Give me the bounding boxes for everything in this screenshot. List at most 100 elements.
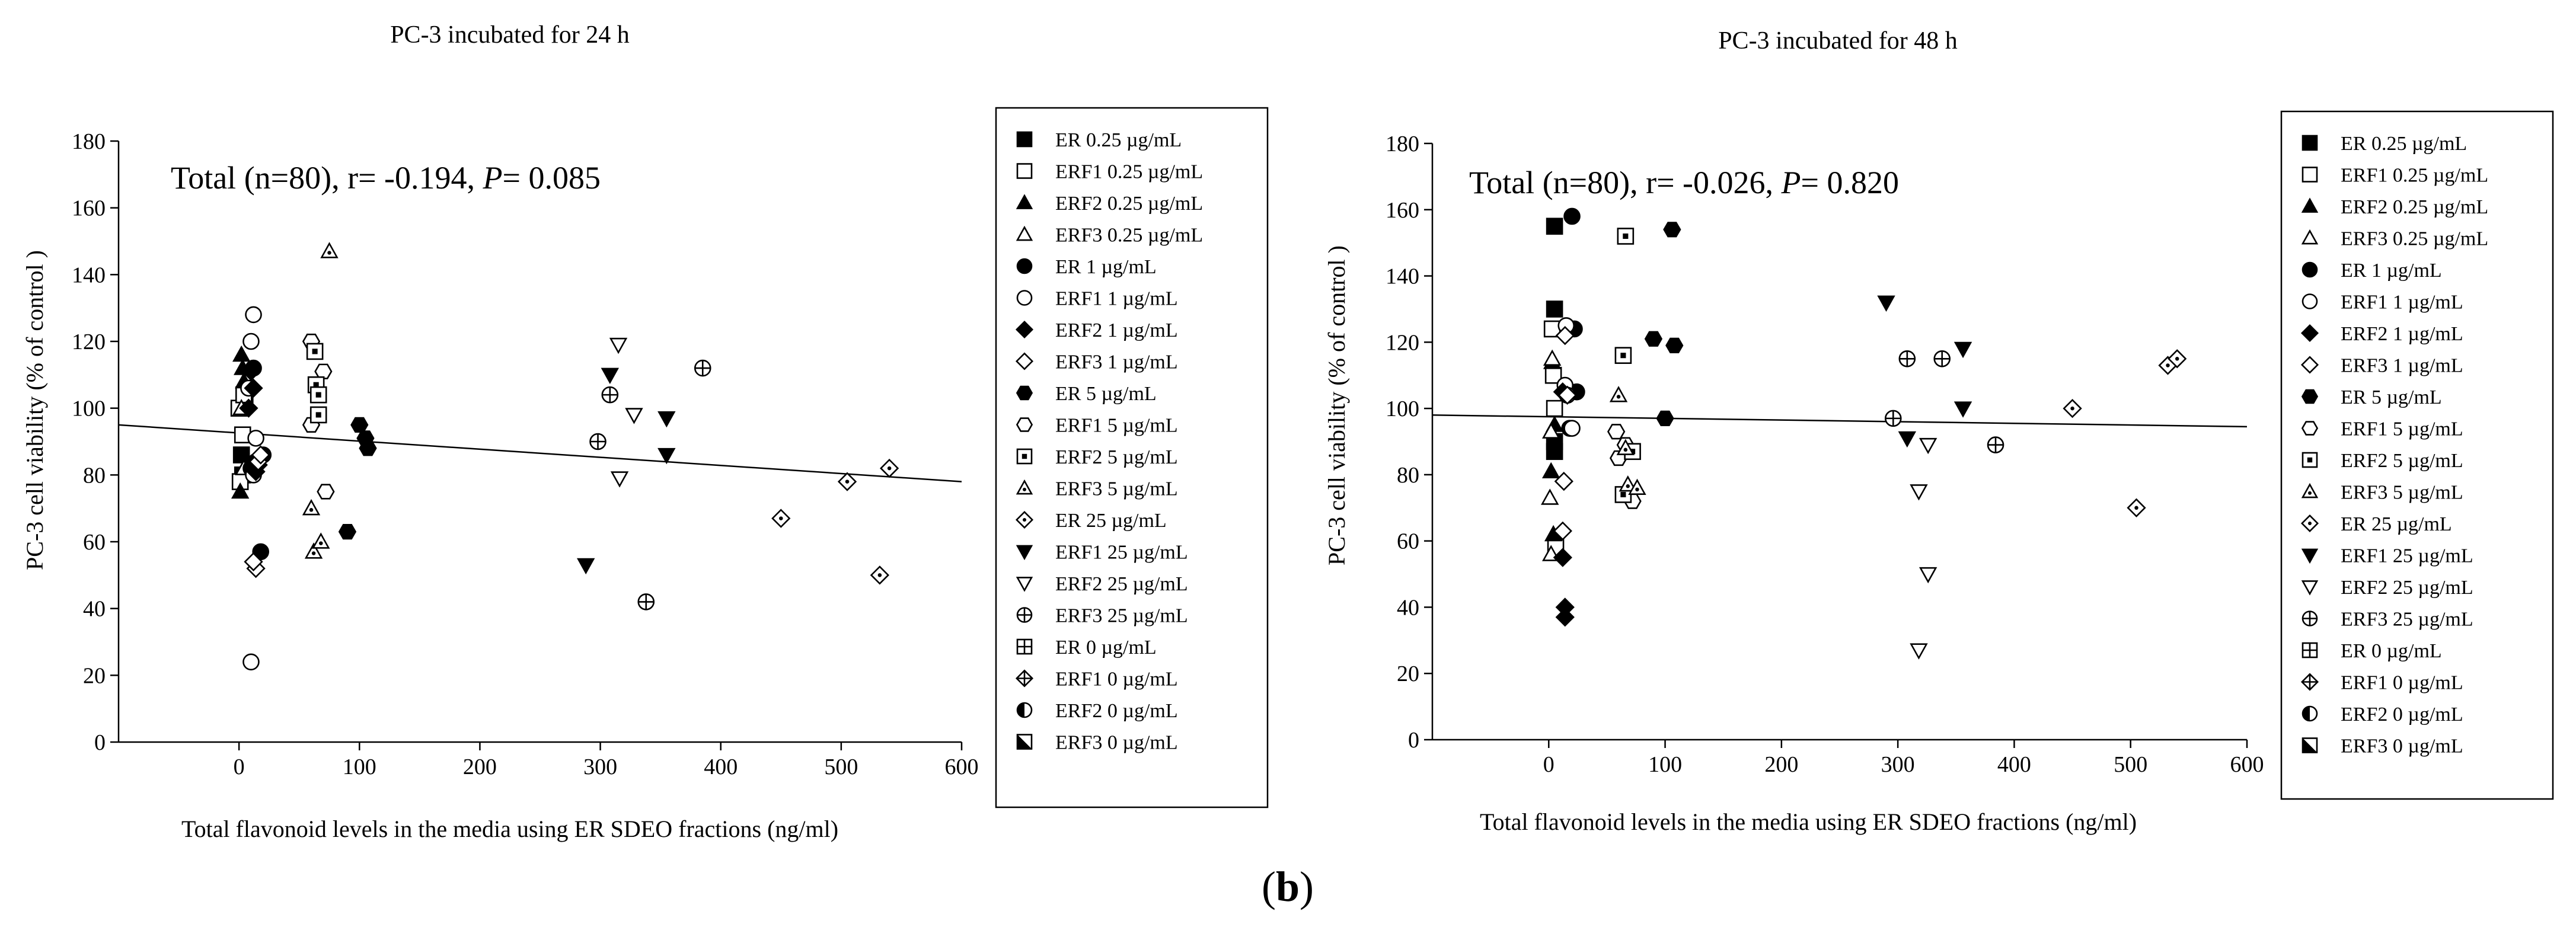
legend-label: ER 0.25 µg/mL xyxy=(1055,129,1182,151)
legend-label: ERF1 1 µg/mL xyxy=(1055,288,1178,310)
legend-marker xyxy=(1016,290,1033,306)
data-point xyxy=(609,337,628,354)
data-point xyxy=(2168,349,2187,369)
legend-item: ERF3 25 µg/mL xyxy=(1016,605,1188,627)
y-tick-label-48h: 140 xyxy=(1386,264,1419,289)
legend-item: ERF1 1 µg/mL xyxy=(2302,292,2463,314)
chart-panel-48h: PC-3 incubated for 48 h 0 20 40 60 80 100 120 1… xyxy=(1323,27,2264,835)
data-point xyxy=(2127,498,2146,517)
legend-item: ER 0.25 µg/mL xyxy=(2302,133,2467,155)
data-point xyxy=(338,523,357,540)
legend-marker xyxy=(1016,448,1033,465)
data-point xyxy=(242,333,260,350)
data-point xyxy=(637,593,655,610)
legend-marker xyxy=(2302,737,2318,753)
legend-item: ER 1 µg/mL xyxy=(1016,256,1157,278)
legend-label: ERF3 1 µg/mL xyxy=(1055,351,1178,373)
data-point xyxy=(771,509,791,528)
legend-label: ER 0.25 µg/mL xyxy=(2341,133,2467,155)
legend-marker xyxy=(2301,229,2319,245)
data-point xyxy=(1614,347,1632,364)
x-tick-label-48h: 600 xyxy=(2230,752,2264,777)
legend-marker xyxy=(1016,479,1033,495)
legend-item: ERF2 1 µg/mL xyxy=(1015,319,1178,341)
y-tick-label-24h: 40 xyxy=(83,597,106,622)
data-point xyxy=(625,408,643,424)
data-point xyxy=(657,411,676,428)
legend-marker xyxy=(2302,135,2318,151)
x-tick-label-24h: 100 xyxy=(343,755,376,779)
data-point xyxy=(1563,207,1581,225)
legend-item: ERF3 1 µg/mL xyxy=(2300,355,2463,377)
y-tick-label-48h: 80 xyxy=(1397,463,1419,488)
data-point xyxy=(870,565,890,585)
y-tick-label-48h: 180 xyxy=(1386,132,1419,156)
legend-marker xyxy=(1016,734,1033,750)
data-point xyxy=(837,472,857,491)
legend-item: ERF1 0 µg/mL xyxy=(2300,672,2463,694)
data-point xyxy=(1546,301,1563,318)
series-48h xyxy=(1884,350,2004,453)
data-point xyxy=(1542,422,1560,439)
legend-label: ERF1 1 µg/mL xyxy=(2341,292,2463,314)
data-point xyxy=(1563,420,1581,437)
legend-item: ER 5 µg/mL xyxy=(1016,383,1157,405)
legend-label: ER 25 µg/mL xyxy=(2341,513,2452,535)
y-tick-label-48h: 100 xyxy=(1386,397,1419,421)
legend-label: ERF3 5 µg/mL xyxy=(2341,482,2463,504)
data-point xyxy=(312,532,330,549)
legend-marker xyxy=(2302,705,2318,722)
legend-item: ER 5 µg/mL xyxy=(2301,386,2442,408)
legend-marker xyxy=(1016,131,1033,148)
data-point xyxy=(1617,228,1635,245)
data-point xyxy=(1663,222,1681,238)
legend-item: ERF3 5 µg/mL xyxy=(1016,478,1178,500)
data-point xyxy=(242,653,260,671)
x-tick-label-24h: 0 xyxy=(234,755,245,779)
regression-line-48h xyxy=(1432,414,2248,428)
data-point xyxy=(314,363,333,379)
legend-item: ERF3 0 µg/mL xyxy=(2302,736,2463,757)
legend-label: ERF3 0.25 µg/mL xyxy=(2341,228,2488,250)
legend-label: ERF1 25 µg/mL xyxy=(2341,545,2473,567)
legend-item: ERF2 0.25 µg/mL xyxy=(1016,193,1203,215)
data-point xyxy=(247,430,264,447)
legend-item: ERF3 0.25 µg/mL xyxy=(2301,228,2488,250)
legend-label: ERF1 0 µg/mL xyxy=(2341,672,2463,694)
legend-label: ERF2 5 µg/mL xyxy=(1055,446,1178,468)
legend-marker xyxy=(2302,452,2318,468)
legend-box xyxy=(2280,110,2554,800)
data-point xyxy=(1656,410,1674,426)
data-point xyxy=(1543,349,1562,366)
legend-marker xyxy=(2301,482,2319,498)
series-24h xyxy=(576,367,676,575)
legend-marker xyxy=(1016,702,1033,718)
legend-item: ERF2 5 µg/mL xyxy=(2302,450,2463,472)
series-48h xyxy=(1877,295,1972,448)
x-tick-label-24h: 600 xyxy=(945,755,979,779)
data-point xyxy=(309,406,327,424)
legend-item: ERF2 0 µg/mL xyxy=(1016,700,1178,722)
legend-item: ERF1 25 µg/mL xyxy=(1016,542,1188,564)
legend-item: ERF1 0.25 µg/mL xyxy=(2302,165,2488,187)
legend-label: ER 1 µg/mL xyxy=(1055,256,1157,278)
x-tick-label-48h: 500 xyxy=(2114,752,2147,777)
y-tick-label-24h: 20 xyxy=(83,663,106,688)
legend-marker xyxy=(1016,163,1033,179)
data-point xyxy=(244,378,263,398)
data-point xyxy=(232,446,250,464)
figure-label: (b) xyxy=(1262,863,1314,910)
legend-box xyxy=(995,107,1269,808)
data-point xyxy=(1898,431,1917,448)
legend-label: ERF1 5 µg/mL xyxy=(1055,415,1178,437)
legend-label: ERF1 0.25 µg/mL xyxy=(1055,161,1203,183)
data-point xyxy=(610,471,629,488)
y-tick-label-24h: 180 xyxy=(72,129,106,154)
data-point xyxy=(232,345,251,362)
series-48h xyxy=(1541,349,1562,561)
legend-label: ER 5 µg/mL xyxy=(1055,383,1157,405)
data-point xyxy=(1555,326,1575,346)
data-point xyxy=(1919,567,1937,584)
data-point xyxy=(317,484,335,500)
